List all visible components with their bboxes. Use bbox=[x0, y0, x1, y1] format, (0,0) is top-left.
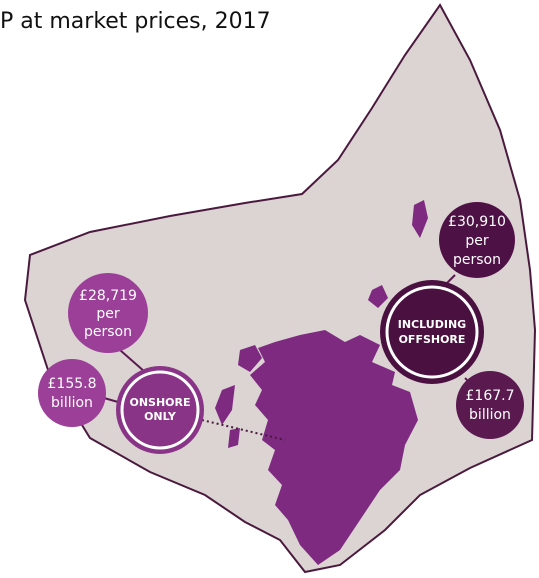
onshore-per-person-text: person bbox=[84, 324, 132, 340]
offshore-per-person-text: person bbox=[453, 252, 501, 268]
onshore-total-text: billion bbox=[51, 395, 93, 411]
offshore-ring bbox=[385, 285, 479, 379]
offshore-per-person-bubble bbox=[439, 202, 515, 278]
scotland-map bbox=[215, 200, 428, 565]
offshore-total-value: £167.7 bbox=[466, 388, 515, 404]
offshore-per-person-value: £30,910 bbox=[448, 214, 506, 230]
offshore-total-bubble bbox=[456, 371, 524, 439]
onshore-per-person-text: per bbox=[96, 306, 120, 322]
offshore-per-person-text: per bbox=[465, 233, 489, 249]
offshore-label: INCLUDING bbox=[398, 318, 466, 331]
offshore-label: OFFSHORE bbox=[399, 333, 466, 346]
onshore-per-person-value: £28,719 bbox=[79, 288, 137, 304]
onshore-total-value: £155.8 bbox=[48, 376, 97, 392]
onshore-label: ONSHORE bbox=[129, 396, 190, 409]
onshore-ring bbox=[120, 370, 200, 450]
onshore-total-bubble bbox=[38, 359, 106, 427]
offshore-total-text: billion bbox=[469, 407, 511, 423]
onshore-per-person-bubble bbox=[68, 273, 148, 353]
offshore-bubble bbox=[380, 280, 484, 384]
onshore-bubble bbox=[116, 366, 204, 454]
title: P at market prices, 2017 bbox=[0, 9, 271, 34]
onshore-label: ONLY bbox=[144, 410, 177, 423]
